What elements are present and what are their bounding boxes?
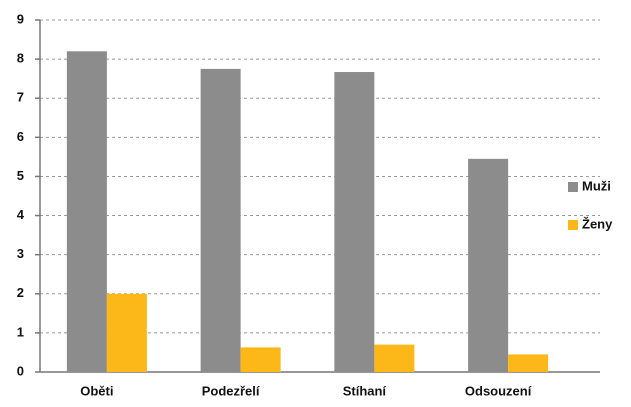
legend-swatch: [568, 220, 578, 230]
bar: [508, 354, 549, 372]
y-tick-label: 7: [17, 90, 24, 105]
y-tick-label: 0: [17, 363, 24, 378]
y-tick-label: 6: [17, 129, 24, 144]
bar: [106, 293, 147, 372]
y-tick-label: 5: [17, 168, 24, 183]
bar: [374, 344, 415, 372]
x-tick-label: Stíhaní: [343, 383, 387, 398]
y-tick-label: 1: [17, 324, 24, 339]
legend-label: Ženy: [582, 216, 613, 231]
x-tick-label: Odsouzení: [465, 383, 532, 398]
bar: [200, 68, 241, 372]
y-tick-label: 2: [17, 285, 24, 300]
y-tick-label: 9: [17, 11, 24, 26]
y-tick-label: 4: [17, 207, 25, 222]
bar: [468, 158, 509, 372]
bar: [334, 72, 375, 373]
y-tick-label: 3: [17, 246, 24, 261]
y-tick-label: 8: [17, 51, 24, 66]
legend-label: Muži: [582, 178, 611, 193]
bar: [66, 51, 107, 373]
x-tick-label: Oběti: [80, 383, 113, 398]
bar: [240, 347, 281, 372]
x-tick-label: Podezřelí: [202, 383, 260, 398]
legend-swatch: [568, 182, 578, 192]
